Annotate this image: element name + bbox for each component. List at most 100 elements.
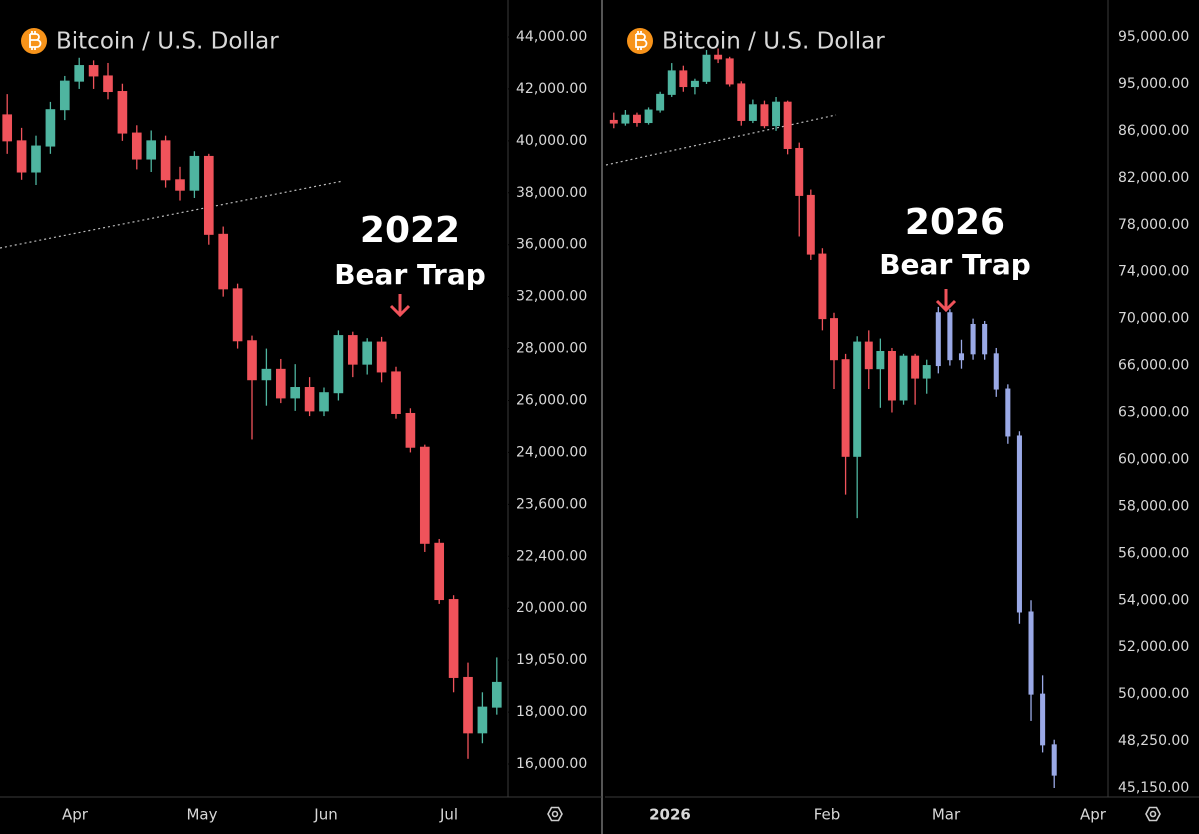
- candle-body: [275, 368, 286, 399]
- y-tick-label: 16,000.00: [516, 756, 587, 772]
- annotation-year: 2022: [360, 210, 460, 251]
- candle-body: [864, 341, 873, 370]
- bitcoin-logo: [627, 28, 653, 54]
- candle-body: [772, 101, 781, 127]
- y-tick-label: 45,150.00: [1118, 780, 1189, 796]
- candle-body: [304, 387, 315, 412]
- candle-body: [760, 104, 769, 127]
- candle-body: [970, 323, 976, 355]
- y-tick-label: 70,000.00: [1118, 311, 1189, 327]
- candle-body: [362, 341, 373, 365]
- candle-body: [16, 140, 27, 173]
- y-tick-label: 20,000.00: [516, 600, 587, 616]
- y-tick-label: 28,000.00: [516, 341, 587, 357]
- candle-body: [146, 140, 157, 160]
- x-tick-label: Feb: [814, 806, 841, 824]
- x-tick-label: Mar: [932, 806, 961, 824]
- candle-body: [491, 681, 502, 708]
- candle-body: [982, 323, 988, 355]
- candle-body: [947, 312, 953, 361]
- y-tick-label: 54,000.00: [1118, 592, 1189, 608]
- candle-body: [203, 155, 214, 235]
- candle-body: [609, 119, 618, 124]
- candle-body: [391, 371, 401, 414]
- y-tick-label: 19,050.00: [516, 652, 587, 668]
- candle-body: [1016, 435, 1022, 613]
- candle-body: [702, 54, 711, 82]
- candle-body: [261, 368, 272, 381]
- trend-line: [0, 180, 344, 249]
- y-tick-label: 74,000.00: [1118, 264, 1189, 280]
- candle-body: [806, 194, 815, 255]
- candle-body: [853, 341, 862, 457]
- candle-body: [74, 65, 85, 82]
- candle-body: [679, 70, 688, 88]
- y-tick-label: 63,000.00: [1118, 405, 1189, 421]
- candle-body: [117, 91, 128, 134]
- candle-body: [347, 335, 358, 365]
- x-tick-label: Apr: [1080, 806, 1107, 824]
- y-tick-label: 86,000.00: [1118, 123, 1189, 139]
- candle-body: [477, 706, 488, 734]
- candle-body: [463, 676, 473, 734]
- candle-body: [232, 288, 243, 342]
- candle-body: [993, 353, 999, 390]
- candle-body: [175, 179, 185, 191]
- candle-body: [783, 101, 792, 149]
- y-tick-label: 38,000.00: [516, 185, 587, 201]
- candle-body: [690, 80, 699, 88]
- candle-body: [1005, 388, 1011, 437]
- candle-body: [319, 392, 329, 412]
- candle-body: [131, 132, 142, 160]
- candle-body: [59, 80, 70, 111]
- candle-body: [405, 412, 416, 448]
- candle-body: [333, 335, 344, 394]
- settings-icon[interactable]: [1145, 806, 1161, 822]
- candle-body: [1051, 744, 1057, 776]
- candle-body: [419, 446, 430, 544]
- y-tick-label: 56,000.00: [1118, 545, 1189, 561]
- settings-icon[interactable]: [547, 806, 563, 822]
- candle-body: [1040, 693, 1046, 746]
- y-tick-label: 95,000.00: [1118, 76, 1189, 92]
- candle-body: [899, 355, 908, 401]
- y-tick-label: 50,000.00: [1118, 686, 1189, 702]
- trend-line: [605, 114, 837, 166]
- candle-body: [911, 355, 920, 379]
- y-tick-label: 32,000.00: [516, 289, 587, 305]
- candle-body: [714, 54, 723, 60]
- candle-body: [876, 350, 885, 370]
- y-tick-label: 60,000.00: [1118, 451, 1189, 467]
- x-tick-label: 2026: [649, 806, 691, 824]
- y-tick-label: 42,000.00: [516, 81, 587, 97]
- candle-body: [189, 155, 200, 191]
- y-tick-label: 95,000.00: [1118, 29, 1189, 45]
- candle-body: [958, 353, 965, 361]
- candle-body: [247, 340, 257, 381]
- y-tick-label: 58,000.00: [1118, 498, 1189, 514]
- x-tick-label: Jul: [439, 806, 458, 824]
- candle-body: [376, 341, 387, 373]
- y-tick-label: 23,600.00: [516, 496, 587, 512]
- y-tick-label: 26,000.00: [516, 393, 587, 409]
- candle-body: [935, 312, 941, 367]
- y-tick-label: 66,000.00: [1118, 358, 1189, 374]
- candle-body: [795, 147, 804, 196]
- candle-body: [656, 93, 665, 111]
- candle-body: [88, 65, 99, 77]
- annotation-arrow: [389, 294, 411, 318]
- candle-body: [922, 365, 931, 379]
- candle-body: [434, 542, 445, 601]
- bitcoin-logo: [21, 28, 47, 54]
- candle-body: [2, 114, 13, 142]
- x-tick-label: Apr: [62, 806, 89, 824]
- candle-body: [737, 83, 746, 121]
- chart-title: Bitcoin / U.S. Dollar: [56, 29, 279, 55]
- candle-body: [841, 359, 850, 457]
- y-tick-label: 18,000.00: [516, 704, 587, 720]
- annotation-arrow: [935, 289, 957, 313]
- candle-body: [621, 114, 630, 124]
